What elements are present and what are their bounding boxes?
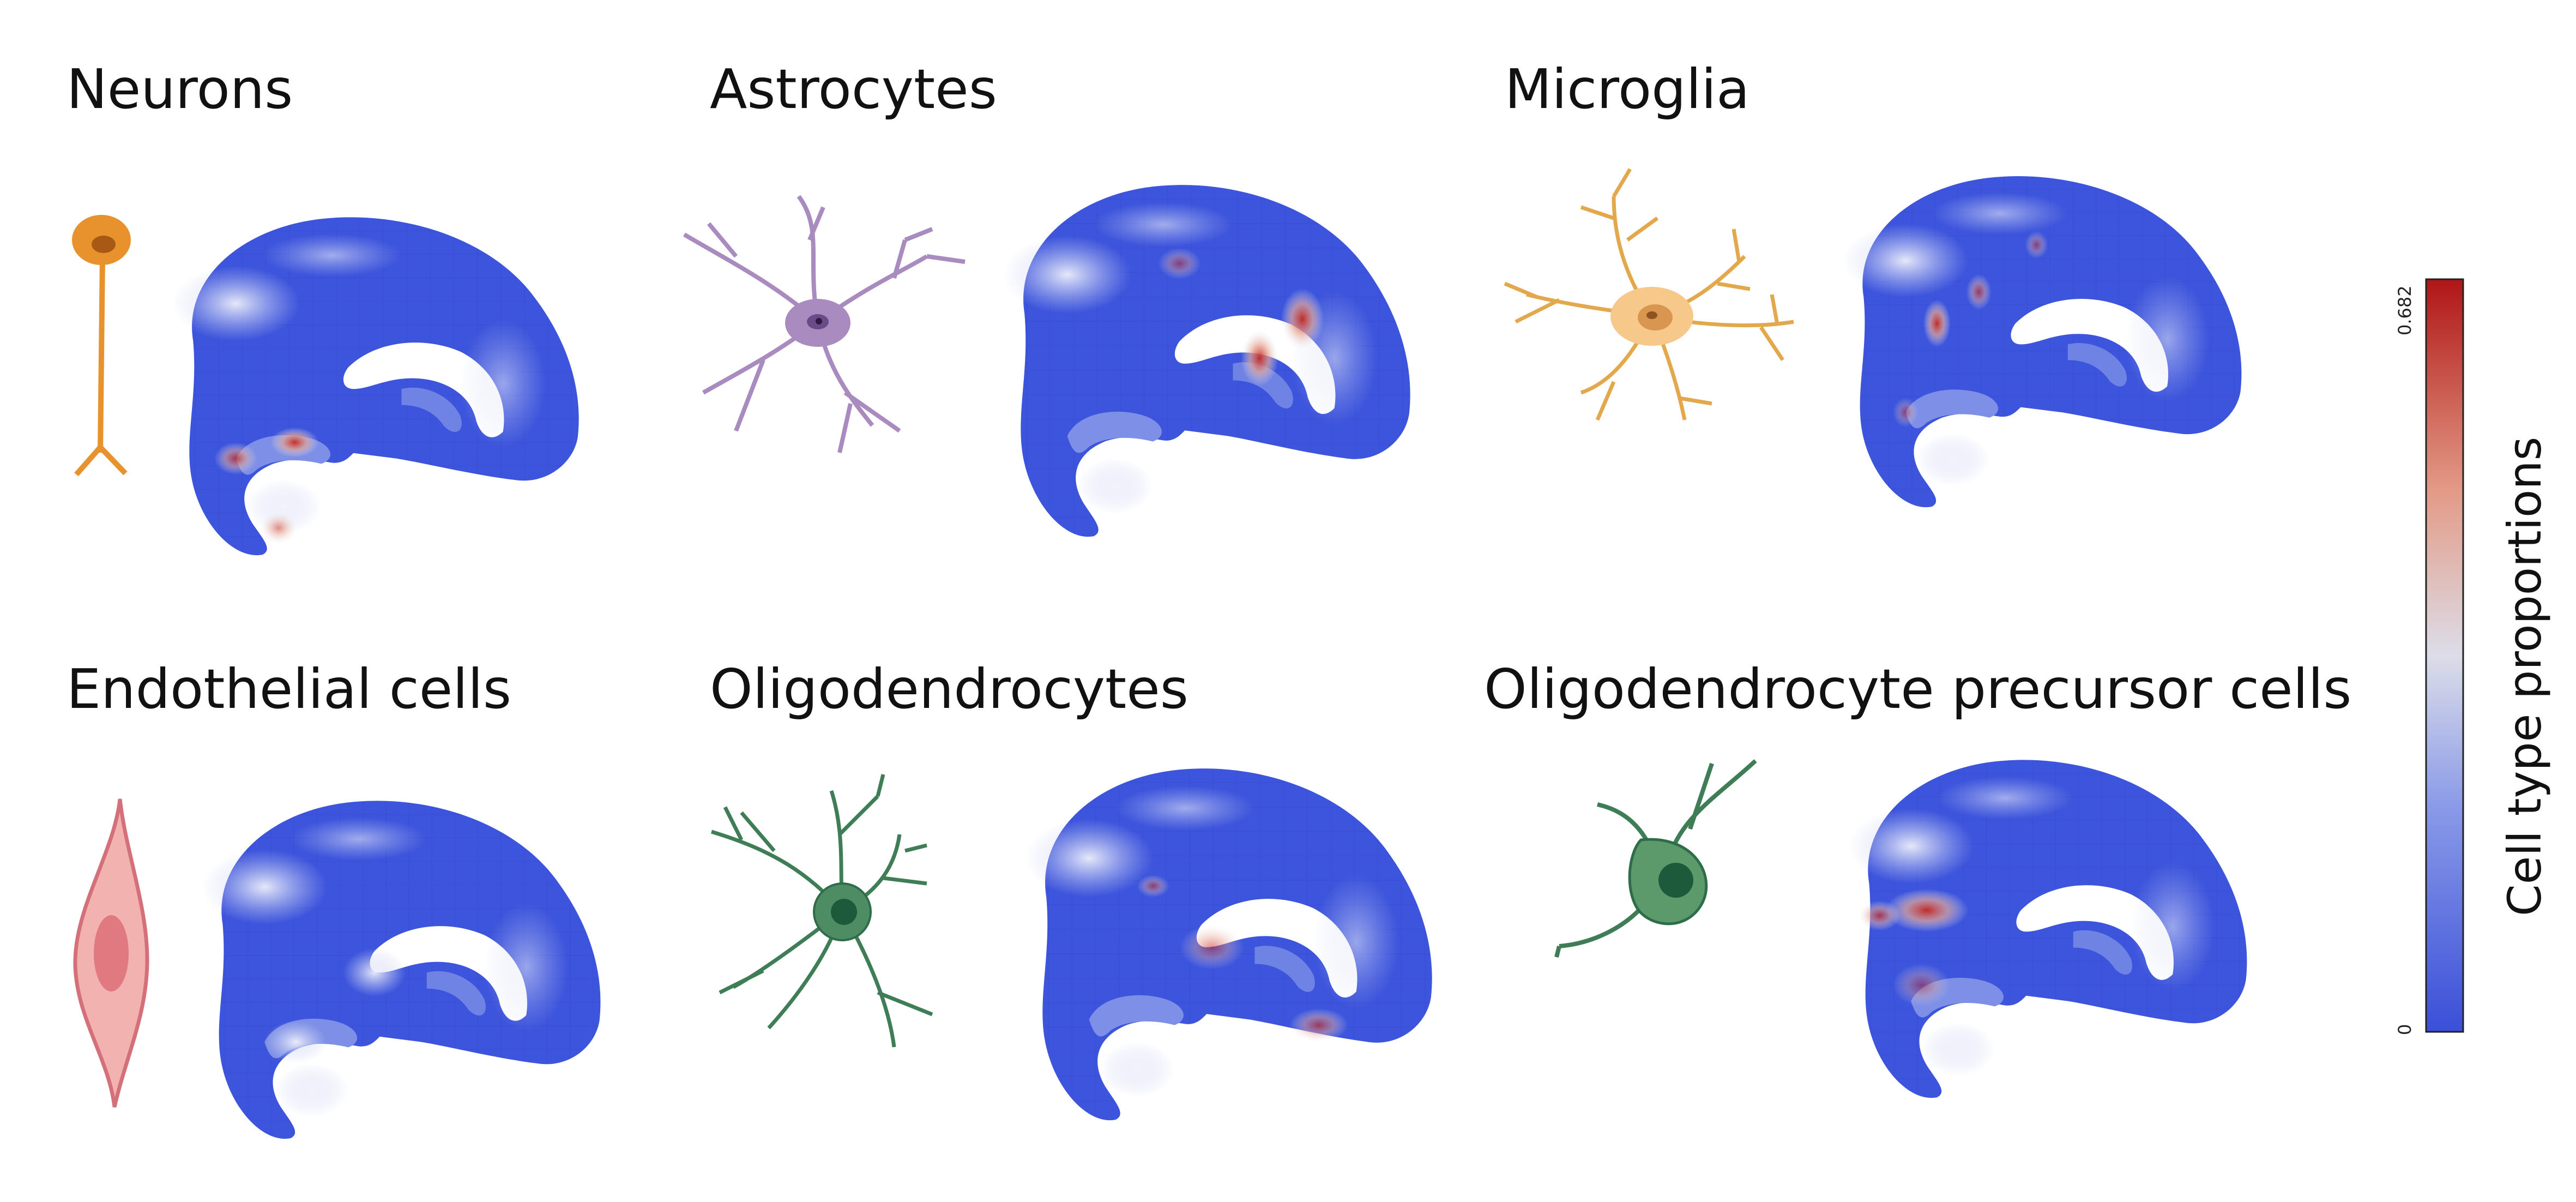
neuron-icon <box>72 215 131 477</box>
colorbar-gradient <box>2425 278 2464 1033</box>
colorbar-tick-min: 0 <box>2394 1024 2415 1035</box>
panel-title-endothelial-cells: Endothelial cells <box>67 657 511 721</box>
hotspot <box>1885 888 1969 932</box>
opc-icon <box>1554 759 1757 958</box>
panel-oligodendrocytes: Oligodendrocytes <box>710 657 1432 1121</box>
endothelial-cell-icon <box>73 798 149 1108</box>
hotspot <box>1923 299 1951 347</box>
hotspot <box>1289 1008 1348 1042</box>
heatmap-opc <box>1848 760 2247 1098</box>
panel-title-microglia: Microglia <box>1505 57 1749 121</box>
hotspot <box>1158 248 1201 279</box>
oligodendrocyte-icon <box>710 774 933 1048</box>
panel-endothelial-cells: Endothelial cells <box>67 657 601 1139</box>
panel-neurons: Neurons <box>67 57 579 556</box>
panel-microglia: Microglia <box>1504 57 2242 508</box>
hotspot <box>264 1020 328 1063</box>
astrocyte-icon <box>683 195 966 453</box>
panel-astrocytes: Astrocytes <box>683 57 1410 537</box>
hotspot <box>1859 900 1901 931</box>
hotspot <box>270 427 319 458</box>
heatmap-neurons <box>172 217 579 556</box>
panel-opc: Oligodendrocyte precursor cells <box>1484 657 2351 1098</box>
colorbar: 0.682 0 Cell type proportions <box>2394 278 2551 1035</box>
hotspot <box>1241 330 1278 386</box>
panel-title-oligodendrocytes: Oligodendrocytes <box>710 657 1189 721</box>
hotspot <box>1966 274 1992 310</box>
heatmap-oligodendrocytes <box>1025 768 1432 1121</box>
panel-title-opc: Oligodendrocyte precursor cells <box>1484 657 2351 721</box>
heatmap-endothelial-cells <box>202 801 601 1139</box>
hotspot <box>1893 398 1919 428</box>
panel-title-astrocytes: Astrocytes <box>710 57 997 121</box>
hotspot <box>1281 289 1324 350</box>
heatmap-astrocytes <box>1003 185 1410 537</box>
hotspot <box>1892 964 1951 1007</box>
hotspot <box>1137 875 1169 897</box>
heatmap-microglia <box>1843 176 2242 508</box>
colorbar-label: Cell type proportions <box>2498 437 2551 916</box>
panel-title-neurons: Neurons <box>67 57 293 121</box>
hotspot <box>260 512 298 544</box>
colorbar-tick-max: 0.682 <box>2394 285 2415 335</box>
hotspot <box>1180 925 1244 970</box>
hotspot <box>343 948 406 997</box>
hotspot <box>2025 231 2048 259</box>
hotspot <box>214 442 257 474</box>
microglia-icon <box>1504 168 1794 421</box>
